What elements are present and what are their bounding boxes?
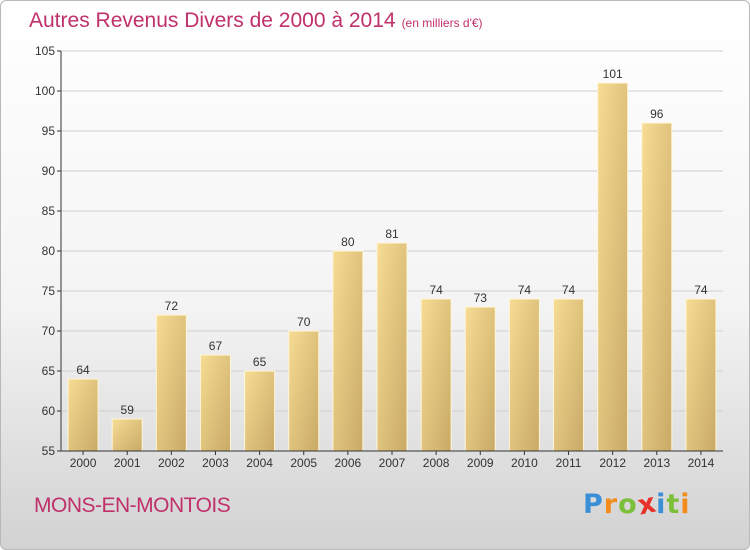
x-tick-label: 2013 [643,456,670,470]
bar [641,122,673,452]
y-tick-label: 105 [35,44,55,58]
data-label: 74 [694,283,708,297]
data-label: 96 [650,107,664,121]
x-tick-label: 2002 [158,456,185,470]
y-tick-label: 65 [42,364,56,378]
y-tick-label: 75 [42,284,56,298]
chart-title: Autres Revenus Divers de 2000 à 2014 (en … [29,9,483,33]
place-name: MONS-EN-MONTOIS [34,494,231,517]
bar [67,378,99,452]
y-tick-label: 95 [42,124,56,138]
y-tick-label: 80 [42,244,56,258]
y-tick-label: 85 [42,204,56,218]
logo-letter: t [666,489,681,520]
bar [685,298,717,452]
data-label: 65 [253,355,267,369]
bar [244,370,276,452]
x-tick-label: 2014 [688,456,715,470]
bars: 64 59 72 67 65 70 80 81 74 73 74 74 101 96 74 [67,67,717,452]
data-label: 74 [518,283,532,297]
y-tick-label: 90 [42,164,56,178]
proxiti-logo: Proxiti [583,487,691,521]
logo-letter: i [656,489,667,520]
data-label: 59 [121,403,135,417]
bar [332,250,364,452]
x-tick-label: 2008 [423,456,450,470]
bar [508,298,540,452]
data-label: 101 [603,67,623,81]
x-tick-label: 2006 [335,456,362,470]
x-tick-label: 2007 [379,456,406,470]
x-tick-label: 2010 [511,456,538,470]
y-tick-label: 60 [42,404,56,418]
x-tick-label: 2001 [114,456,141,470]
x-tick-label: 2012 [599,456,626,470]
data-label: 81 [385,227,399,241]
y-tick-label: 70 [42,324,56,338]
logo-letter: P [583,489,604,520]
bar [420,298,452,452]
x-tick-label: 2004 [246,456,273,470]
bar [597,82,629,452]
logo-letter: i [680,489,691,520]
data-label: 70 [297,315,311,329]
bar [199,354,231,452]
x-tick-label: 2011 [556,456,582,470]
bar [155,314,187,452]
data-label: 74 [429,283,443,297]
title-unit: (en milliers d'€) [401,16,483,30]
x-tick-label: 2000 [70,456,97,470]
data-label: 74 [562,283,576,297]
bar [464,306,496,452]
bar [288,330,320,452]
title-main: Autres Revenus Divers de 2000 à 2014 [29,9,396,32]
data-label: 73 [474,291,488,305]
data-label: 80 [341,235,355,249]
y-tick-label: 100 [35,84,55,98]
bar [376,242,408,452]
bar [111,418,143,452]
x-tick-label: 2009 [467,456,494,470]
bar [553,298,585,452]
x-tick-label: 2005 [290,456,317,470]
data-label: 64 [76,363,90,377]
logo-letter: r [603,489,619,520]
y-tick-label: 55 [42,444,56,458]
x-tick-label: 2003 [202,456,229,470]
data-label: 72 [165,299,179,313]
data-label: 67 [209,339,223,353]
logo-letter: o [618,489,638,520]
axes: 55 60 65 70 75 80 85 90 95 100 105 2000 2001 2002 2003… [35,44,723,470]
